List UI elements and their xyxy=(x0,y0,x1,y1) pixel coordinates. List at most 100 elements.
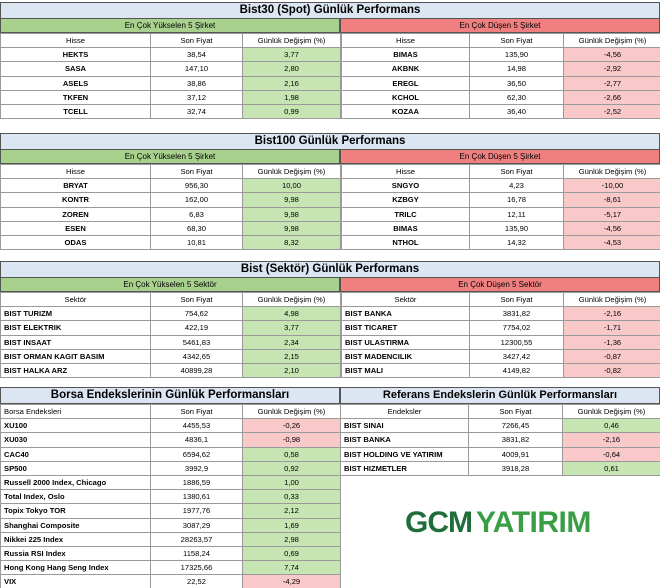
stock-price: 4,23 xyxy=(469,178,564,194)
stock-change: 2,16 xyxy=(242,75,341,91)
stock-price: 6,83 xyxy=(150,206,243,222)
index-name: CAC40 xyxy=(0,446,151,462)
table-row: ASELS 38,86 2,16 xyxy=(0,75,341,91)
index-change: 1,00 xyxy=(242,474,341,491)
stock-change: -10,00 xyxy=(563,178,660,194)
stock-name: BIMAS xyxy=(341,220,470,236)
stock-name: KZBGY xyxy=(341,192,470,208)
index-price: 22,52 xyxy=(150,574,243,588)
table-row: Nikkei 225 Index 28263,57 2,98 xyxy=(0,531,341,547)
stock-change: -5,17 xyxy=(563,206,660,222)
column-header: Hisse xyxy=(0,163,151,180)
table-row: EREGL 36,50 -2,77 xyxy=(341,75,660,91)
table-row: BIST TURIZM 754,62 4,98 xyxy=(0,306,341,322)
index-change: -2,16 xyxy=(562,432,660,448)
index-price: 4455,53 xyxy=(150,418,243,434)
logo-text-yatirim: YATIRIM xyxy=(476,506,591,539)
index-name: BIST SINAI xyxy=(340,418,469,434)
sector-change: 4,98 xyxy=(242,306,341,322)
table-row: BIST HOLDING VE YATIRIM 4009,91 -0,64 xyxy=(340,446,660,462)
index-name: BIST BANKA xyxy=(340,432,469,448)
bist100-section: Bist100 Günlük Performans En Çok Yüksele… xyxy=(0,133,660,251)
index-name: Topix Tokyo TOR xyxy=(0,503,151,519)
stock-name: BRYAT xyxy=(0,178,151,194)
column-header: Son Fiyat xyxy=(150,32,243,49)
index-name: Total Index, Oslo xyxy=(0,489,151,505)
stock-name: TKFEN xyxy=(0,89,151,105)
index-change: 2,12 xyxy=(242,503,341,519)
index-name: Hong Kong Hang Seng Index xyxy=(0,560,151,576)
column-header: Hisse xyxy=(0,32,151,49)
column-header: Günlük Değişim (%) xyxy=(242,32,341,49)
index-price: 4836,1 xyxy=(150,432,243,448)
sector-price: 4149,82 xyxy=(469,362,564,379)
table-header-row: Borsa Endeksleri Son Fiyat Günlük Değişi… xyxy=(0,403,341,420)
table-row: BIST ORMAN KAGIT BASIM 4342,65 2,15 xyxy=(0,348,341,364)
stock-name: ODAS xyxy=(0,234,151,251)
stock-name: TCELL xyxy=(0,103,151,120)
index-price: 1977,76 xyxy=(150,503,243,519)
bist100-title: Bist100 Günlük Performans xyxy=(0,133,660,150)
stock-name: HEKTS xyxy=(0,47,151,63)
stock-price: 38,86 xyxy=(150,75,243,91)
sector-name: BIST TURIZM xyxy=(0,306,151,322)
table-row: BIMAS 135,90 -4,56 xyxy=(341,47,660,63)
stock-price: 12,11 xyxy=(469,206,564,222)
sector-change: -2,16 xyxy=(563,306,660,322)
index-price: 7266,45 xyxy=(468,418,563,434)
sector-change: -0,87 xyxy=(563,348,660,364)
stock-price: 147,10 xyxy=(150,61,243,77)
sector-name: BIST MALI xyxy=(341,362,470,379)
table-row: BIST HALKA ARZ 40899,28 2,10 xyxy=(0,362,341,379)
sector-price: 754,62 xyxy=(150,306,243,322)
sektor-title: Bist (Sektör) Günlük Performans xyxy=(0,261,660,278)
stock-change: -2,66 xyxy=(563,89,660,105)
borsa-table: Borsa Endeksleri Son Fiyat Günlük Değişi… xyxy=(0,403,341,588)
referans-title: Referans Endekslerin Günlük Performansla… xyxy=(340,387,660,404)
table-row: BIST INSAAT 5461,83 2,34 xyxy=(0,334,341,350)
stock-name: TRILC xyxy=(341,206,470,222)
index-price: 3087,29 xyxy=(150,517,243,533)
stock-name: ESEN xyxy=(0,220,151,236)
column-header: Hisse xyxy=(341,32,470,49)
sector-price: 7754,02 xyxy=(469,320,564,336)
table-row: CAC40 6594,62 0,58 xyxy=(0,446,341,462)
table-row: XU100 4455,53 -0,26 xyxy=(0,418,341,434)
index-change: 2,98 xyxy=(242,531,341,547)
index-price: 4009,91 xyxy=(468,446,563,462)
stock-name: NTHOL xyxy=(341,234,470,251)
sector-price: 12300,55 xyxy=(469,334,564,350)
table-row: SASA 147,10 2,80 xyxy=(0,61,341,77)
index-change: 0,61 xyxy=(562,460,660,476)
stock-name: KCHOL xyxy=(341,89,470,105)
stock-change: 1,98 xyxy=(242,89,341,105)
stock-price: 14,32 xyxy=(469,234,564,251)
table-row: TCELL 32,74 0,99 xyxy=(0,103,341,120)
stock-price: 135,90 xyxy=(469,220,564,236)
table-row: Topix Tokyo TOR 1977,76 2,12 xyxy=(0,503,341,519)
index-change: -4,29 xyxy=(242,574,341,588)
stock-change: 9,98 xyxy=(242,206,341,222)
sector-name: BIST ULASTIRMA xyxy=(341,334,470,350)
stock-change: -2,77 xyxy=(563,75,660,91)
table-header-row: Sektör Son Fiyat Günlük Değişim (%) xyxy=(341,291,660,308)
sector-name: BIST ELEKTRIK xyxy=(0,320,151,336)
stock-name: EREGL xyxy=(341,75,470,91)
sector-change: 2,34 xyxy=(242,334,341,350)
index-price: 3992,9 xyxy=(150,460,243,476)
table-row: BIST MALI 4149,82 -0,82 xyxy=(341,362,660,379)
stock-price: 14,98 xyxy=(469,61,564,77)
sector-name: BIST HALKA ARZ xyxy=(0,362,151,379)
index-price: 6594,62 xyxy=(150,446,243,462)
bist30-up-title: En Çok Yükselen 5 Şirket xyxy=(0,19,340,33)
table-row: BIST BANKA 3831,82 -2,16 xyxy=(341,306,660,322)
table-header-row: Hisse Son Fiyat Günlük Değişim (%) xyxy=(0,32,341,49)
sector-price: 40899,28 xyxy=(150,362,243,379)
bist30-down-title: En Çok Düşen 5 Şirket xyxy=(340,19,660,33)
bist30-up-table: Hisse Son Fiyat Günlük Değişim (%) HEKTS… xyxy=(0,32,341,120)
bist100-up-title: En Çok Yükselen 5 Şirket xyxy=(0,150,340,164)
index-change: 0,33 xyxy=(242,489,341,505)
index-price: 3918,28 xyxy=(468,460,563,476)
column-header: Son Fiyat xyxy=(469,32,564,49)
bist30-down-table: Hisse Son Fiyat Günlük Değişim (%) BIMAS… xyxy=(341,32,660,120)
